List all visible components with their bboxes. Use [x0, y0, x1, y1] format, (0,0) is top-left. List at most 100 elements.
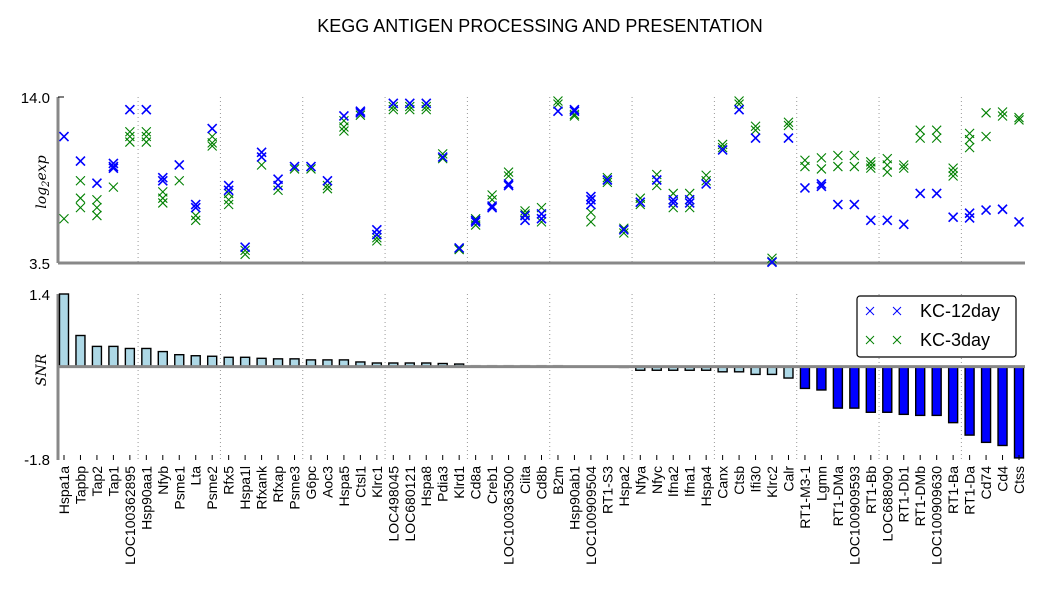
point-kc12day — [174, 159, 185, 171]
top-y-axis-title: log2exp — [34, 155, 52, 208]
point-kc3day — [190, 210, 201, 221]
point-kc3day — [898, 163, 909, 174]
point-kc3day — [207, 141, 218, 151]
legend-marker-kc12day — [865, 306, 875, 316]
point-kc12day — [717, 144, 728, 156]
x-tick-label: Tap1 — [105, 466, 121, 497]
point-kc3day — [668, 202, 679, 213]
marker-stroke — [750, 121, 761, 132]
marker-stroke — [964, 142, 975, 153]
point-kc3day — [273, 185, 283, 196]
point-kc12day — [684, 197, 695, 208]
marker-stroke — [882, 167, 893, 177]
point-kc12day — [75, 155, 86, 167]
point-kc12day — [931, 188, 942, 199]
x-tick-label: Ctss — [1011, 466, 1027, 494]
marker-stroke — [602, 172, 613, 183]
point-kc3day — [602, 177, 613, 188]
point-kc3day — [223, 199, 234, 210]
point-kc12day — [190, 199, 201, 210]
x-tick-label: Hspa1a — [56, 466, 72, 514]
point-kc12day — [832, 199, 843, 210]
x-tick-label: Ctsl1 — [352, 466, 368, 498]
point-kc12day — [569, 104, 580, 115]
point-kc3day — [915, 125, 926, 136]
marker-stroke — [882, 160, 893, 170]
point-kc3day — [948, 167, 959, 177]
point-kc3day — [437, 153, 448, 164]
x-tick-label: Klrc2 — [764, 466, 780, 498]
x-tick-label: Psme2 — [204, 466, 220, 510]
point-kc12day — [256, 152, 267, 163]
legend: KC-12day KC-3day — [856, 295, 1017, 358]
point-kc12day — [816, 178, 827, 190]
point-kc3day — [92, 194, 102, 205]
top-ytick-label-max: 14.0 — [21, 90, 50, 107]
marker-stroke — [157, 198, 168, 208]
marker-stroke — [322, 183, 333, 194]
x-tick-label: LOC688090 — [879, 466, 895, 542]
marker-stroke — [701, 178, 712, 190]
point-kc3day — [865, 160, 876, 170]
point-kc3day — [75, 193, 86, 204]
point-kc3day — [602, 172, 613, 183]
point-kc3day — [701, 175, 712, 186]
marker-stroke — [586, 217, 596, 227]
marker-stroke — [915, 188, 926, 199]
x-tick-label: G6pc — [303, 466, 319, 499]
marker-stroke — [223, 194, 234, 205]
marker-stroke — [437, 149, 448, 159]
x-tick-label: LOC680121 — [402, 466, 418, 542]
marker-stroke — [305, 161, 317, 172]
point-kc3day — [75, 175, 86, 186]
x-tick-label: Nfyc — [649, 466, 665, 494]
marker-stroke — [569, 106, 580, 117]
point-kc3day — [141, 126, 152, 137]
point-kc12day — [898, 219, 909, 230]
x-tick-label: Hspa1l — [237, 466, 253, 510]
marker-stroke — [108, 158, 119, 169]
snr-bar — [865, 365, 877, 413]
point-kc3day — [256, 160, 267, 170]
point-kc3day — [157, 198, 168, 208]
point-kc3day — [997, 107, 1008, 117]
marker-stroke — [141, 126, 152, 137]
x-tick-label: LOC100909630 — [929, 466, 945, 565]
point-kc3day — [717, 142, 728, 153]
marker-stroke — [684, 197, 695, 208]
point-kc3day — [207, 137, 218, 148]
marker-stroke — [207, 123, 218, 134]
x-tick-label: Cd4 — [995, 466, 1011, 492]
x-tick-label: Tapbp — [72, 466, 88, 504]
marker-stroke — [767, 253, 777, 264]
marker-stroke — [371, 229, 382, 240]
marker-stroke — [503, 167, 514, 177]
snr-bar — [898, 365, 909, 416]
snr-bar — [849, 365, 860, 409]
snr-bar — [1013, 365, 1025, 459]
marker-stroke — [585, 194, 596, 205]
marker-stroke — [339, 122, 349, 132]
point-kc12day — [108, 158, 119, 169]
marker-stroke — [783, 120, 794, 131]
marker-stroke — [948, 212, 959, 223]
marker-stroke — [487, 190, 497, 200]
snr-bar — [58, 293, 70, 368]
point-kc3day — [503, 167, 514, 177]
point-kc3day — [355, 110, 366, 121]
x-tick-label: Cd74 — [978, 466, 994, 500]
x-tick-label: RT1-Da — [962, 466, 978, 515]
marker-stroke — [800, 161, 810, 172]
snr-bar — [206, 355, 218, 368]
bottom-ytick-label-min: -1.8 — [24, 452, 50, 469]
point-kc3day — [931, 125, 942, 136]
marker-stroke — [124, 104, 135, 115]
point-kc12day — [289, 161, 300, 172]
x-tick-label: Nfya — [632, 466, 648, 495]
marker-stroke — [421, 98, 432, 109]
marker-stroke — [454, 242, 465, 254]
point-kc3day — [108, 182, 119, 193]
marker-stroke — [931, 188, 942, 199]
marker-stroke — [108, 163, 119, 174]
